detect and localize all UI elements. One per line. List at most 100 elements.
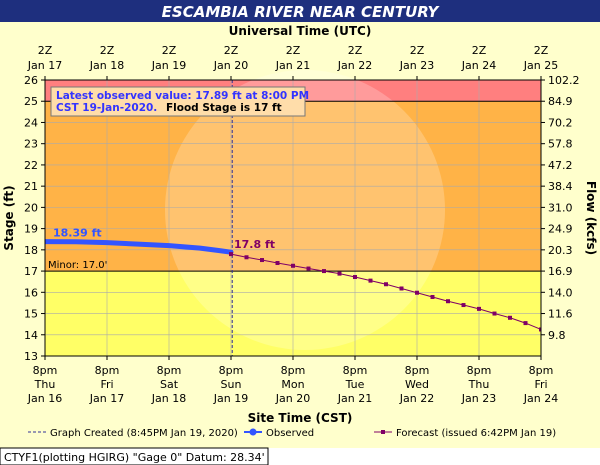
top-tick-time: 2Z (162, 44, 177, 57)
y-tick-label: 23 (24, 138, 38, 151)
data-labels: 18.39 ft 17.8 ft (53, 227, 275, 252)
top-tick-date: Jan 24 (461, 59, 496, 72)
y-tick-label: 15 (24, 308, 38, 321)
top-tick-time: 2Z (472, 44, 487, 57)
bottom-tick-date: Jan 17 (89, 392, 124, 405)
y-tick-label: 24 (24, 116, 38, 129)
bottom-tick-time: 8pm (405, 364, 430, 377)
bottom-tick-date: Jan 16 (27, 392, 62, 405)
y2-tick-label: 38.4 (548, 180, 573, 193)
bottom-tick-day: Mon (281, 378, 304, 391)
y-tick-label: 26 (24, 74, 38, 87)
top-tick-date: Jan 20 (213, 59, 248, 72)
bottom-axis-label: Site Time (CST) (248, 411, 353, 425)
top-tick-time: 2Z (38, 44, 53, 57)
bottom-tick-date: Jan 20 (275, 392, 310, 405)
bottom-tick-day: Sat (160, 378, 179, 391)
y-tick-label: 20 (24, 201, 38, 214)
bottom-tick-time: 8pm (95, 364, 120, 377)
top-tick-date: Jan 22 (337, 59, 372, 72)
forecast-data-label: 17.8 ft (234, 238, 275, 251)
forecast-point (275, 261, 280, 266)
forecast-point (322, 269, 326, 274)
observed-series-line (45, 239, 234, 255)
svg-text:CST 19-Jan-2020. Flood S: CST 19-Jan-2020. Flood Stage is 17 ft (56, 102, 282, 114)
footer-box (0, 447, 269, 465)
forecast-point (539, 327, 541, 332)
legend-label: Forecast (issued 6:42PM Jan 19) (396, 428, 556, 439)
forecast-point (477, 306, 481, 311)
top-tick-time: 2Z (224, 44, 239, 57)
y-tick-label: 25 (24, 95, 38, 108)
y2-tick-label: 11.6 (548, 308, 573, 321)
top-tick-date: Jan 17 (27, 59, 62, 72)
latest-value-annotation: Latest observed value: 17.89 ft at 8:00 … (50, 86, 309, 117)
y-tick-label: 21 (24, 180, 38, 193)
bottom-tick-time: 8pm (281, 364, 306, 377)
annotation-line-1: Latest observed value: 17.89 ft at 8:00 … (56, 90, 309, 102)
top-tick-time: 2Z (534, 44, 549, 57)
legend-item-observed: Observed (244, 428, 314, 439)
y-tick-label: 13 (24, 350, 38, 363)
series-layer (45, 239, 541, 332)
axes: 13 14 15 16 17 18 19 20 21 22 23 24 25 26 9.8 11.6 14.0 1… (24, 44, 580, 405)
y2-tick-label: 20.3 (548, 244, 573, 257)
bottom-tick-date: Jan 23 (461, 392, 496, 405)
top-axis-label: Universal Time (UTC) (229, 24, 372, 38)
bottom-tick-time: 8pm (157, 364, 182, 377)
bottom-tick-day: Thu (468, 378, 490, 391)
top-tick-time: 2Z (410, 44, 425, 57)
forecast-point (430, 294, 435, 299)
forecast-point (492, 311, 497, 316)
y2-tick-label: 47.2 (548, 159, 573, 172)
bottom-tick-date: Jan 19 (213, 392, 248, 405)
y2-tick-label: 9.8 (548, 329, 566, 342)
top-tick-date: Jan 25 (523, 59, 558, 72)
annotation-line-2-black: Flood Stage is 17 ft (166, 102, 282, 114)
forecast-point (446, 299, 450, 304)
forecast-point (291, 263, 295, 268)
bottom-tick-time: 8pm (33, 364, 58, 377)
forecast-point (523, 321, 528, 326)
bottom-tick-day: Thu (34, 378, 56, 391)
y2-tick-label: 70.2 (548, 116, 573, 129)
forecast-point (508, 315, 512, 320)
y-tick-label: 18 (24, 244, 38, 257)
top-tick-date: Jan 18 (89, 59, 124, 72)
bottom-tick-date: Jan 21 (337, 392, 372, 405)
y2-tick-label: 14.0 (548, 286, 573, 299)
forecast-point (399, 286, 404, 291)
top-tick-date: Jan 23 (399, 59, 434, 72)
bottom-tick-time: 8pm (219, 364, 244, 377)
bottom-tick-date: Jan 22 (399, 392, 434, 405)
bottom-tick-date: Jan 18 (151, 392, 186, 405)
y-axis-label: Stage (ft) (2, 185, 16, 250)
legend-label: Observed (266, 428, 314, 439)
forecast-point (260, 258, 264, 263)
bottom-tick-time: 8pm (343, 364, 368, 377)
top-tick-date: Jan 21 (275, 59, 310, 72)
forecast-point (368, 278, 373, 283)
forecast-point (337, 271, 342, 276)
y-tick-label: 17 (24, 265, 38, 278)
threshold-label: Minor: 17.0' (48, 260, 107, 271)
legend: Graph Created (8:45PM Jan 19, 2020) Obser… (28, 428, 556, 439)
forecast-point (353, 275, 357, 280)
forecast-point (244, 255, 249, 260)
bottom-tick-day: Sun (221, 378, 242, 391)
bottom-tick-day: Fri (534, 378, 547, 391)
bottom-tick-time: 8pm (529, 364, 554, 377)
title-bar (0, 0, 600, 22)
legend-item-forecast: Forecast (issued 6:42PM Jan 19) (374, 428, 556, 439)
forecast-point (384, 282, 388, 287)
annotation-line-2-blue: CST 19-Jan-2020. (56, 102, 157, 114)
y-tick-label: 19 (24, 223, 38, 236)
observed-data-label: 18.39 ft (53, 227, 102, 240)
y-tick-label: 22 (24, 159, 38, 172)
top-tick-time: 2Z (100, 44, 115, 57)
legend-observed-marker (249, 428, 257, 436)
legend-label: Graph Created (8:45PM Jan 19, 2020) (50, 428, 238, 439)
y-tick-label: 14 (24, 329, 38, 342)
top-tick-time: 2Z (286, 44, 301, 57)
